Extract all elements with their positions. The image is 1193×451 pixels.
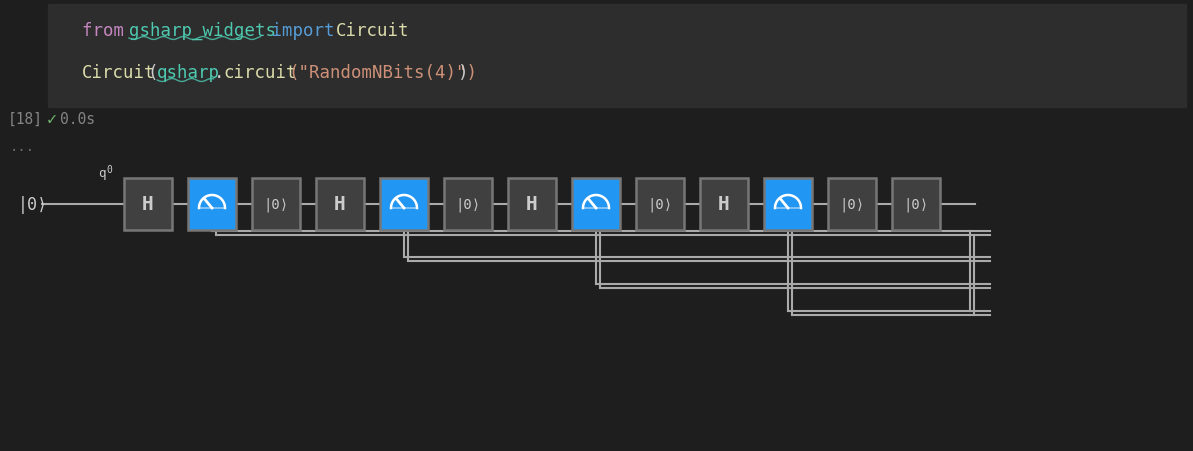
Text: import: import [260,22,345,40]
Bar [188,179,236,230]
Text: qsharp: qsharp [157,64,221,82]
Text: H: H [718,195,730,214]
Text: ...: ... [10,140,35,154]
Bar [381,179,428,230]
Text: |0⟩: |0⟩ [264,198,289,212]
Bar [764,179,812,230]
Text: ): ) [458,64,469,82]
Bar [892,179,940,230]
Text: ("RandomNBits(4)"): ("RandomNBits(4)") [289,64,478,82]
Text: 0: 0 [106,165,112,175]
Text: from: from [82,22,135,40]
Bar [444,179,492,230]
Text: |0⟩: |0⟩ [18,196,48,213]
Text: [18]: [18] [8,112,43,127]
Text: (: ( [148,64,159,82]
Bar [700,179,748,230]
Text: ✓: ✓ [47,112,58,127]
Bar [252,179,299,230]
Bar [48,5,1186,108]
Text: Circuit: Circuit [82,64,155,82]
Bar [636,179,684,230]
Bar [316,179,364,230]
Text: .: . [214,64,224,82]
Bar [828,179,876,230]
Text: H: H [142,195,154,214]
Text: |0⟩: |0⟩ [840,198,865,212]
Text: H: H [334,195,346,214]
Text: circuit: circuit [223,64,297,82]
Text: 0.0s: 0.0s [60,112,95,127]
Text: gsharp_widgets: gsharp_widgets [129,22,276,40]
Text: |0⟩: |0⟩ [648,198,673,212]
Text: |0⟩: |0⟩ [456,198,481,212]
Text: q: q [98,166,105,179]
Text: H: H [526,195,538,214]
Text: |0⟩: |0⟩ [903,198,928,212]
Bar [508,179,556,230]
Bar [124,179,172,230]
Bar [571,179,620,230]
Text: Circuit: Circuit [335,22,409,40]
